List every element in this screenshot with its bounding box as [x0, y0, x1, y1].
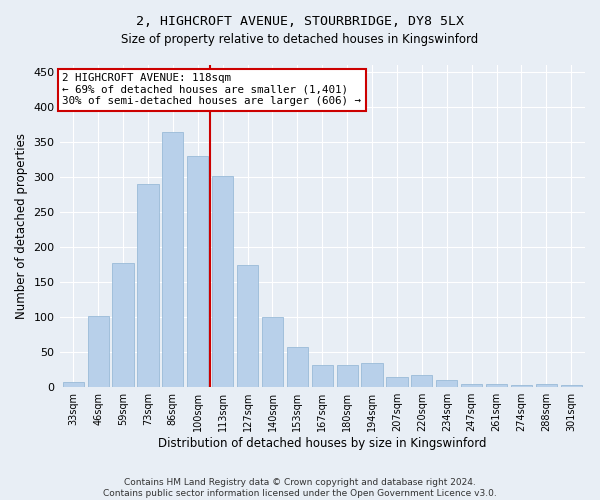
Bar [137, 184, 158, 387]
Bar [212, 176, 233, 387]
Bar [62, 382, 84, 387]
X-axis label: Distribution of detached houses by size in Kingswinford: Distribution of detached houses by size … [158, 437, 487, 450]
Bar [486, 384, 507, 387]
Text: 2 HIGHCROFT AVENUE: 118sqm
← 69% of detached houses are smaller (1,401)
30% of s: 2 HIGHCROFT AVENUE: 118sqm ← 69% of deta… [62, 73, 361, 106]
Bar [311, 366, 333, 387]
Text: 2, HIGHCROFT AVENUE, STOURBRIDGE, DY8 5LX: 2, HIGHCROFT AVENUE, STOURBRIDGE, DY8 5L… [136, 15, 464, 28]
Bar [237, 264, 258, 387]
Text: Size of property relative to detached houses in Kingswinford: Size of property relative to detached ho… [121, 32, 479, 46]
Bar [461, 384, 482, 387]
Y-axis label: Number of detached properties: Number of detached properties [15, 133, 28, 319]
Bar [386, 378, 407, 387]
Bar [287, 346, 308, 387]
Bar [436, 380, 457, 387]
Bar [536, 384, 557, 387]
Bar [187, 156, 208, 387]
Bar [511, 385, 532, 387]
Bar [361, 362, 383, 387]
Bar [88, 316, 109, 387]
Bar [337, 365, 358, 387]
Bar [561, 385, 582, 387]
Text: Contains HM Land Registry data © Crown copyright and database right 2024.
Contai: Contains HM Land Registry data © Crown c… [103, 478, 497, 498]
Bar [411, 374, 433, 387]
Bar [262, 317, 283, 387]
Bar [112, 262, 134, 387]
Bar [162, 132, 184, 387]
